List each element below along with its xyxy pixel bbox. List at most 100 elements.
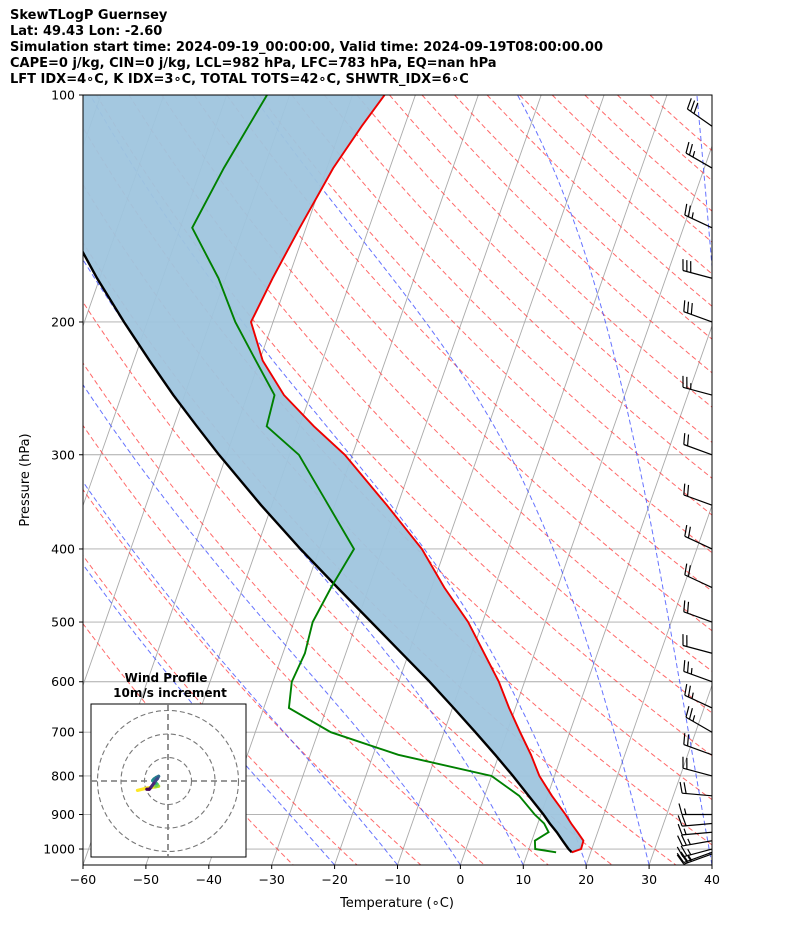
wind-barb: [683, 483, 713, 506]
wind-barb: [676, 845, 713, 858]
hodograph-inset: Wind Profile 10m/s increment: [90, 671, 247, 858]
wind-barb: [684, 524, 713, 550]
y-tick-label: 200: [51, 314, 75, 329]
x-tick-label: 0: [456, 872, 464, 887]
barb-flag: [677, 815, 683, 827]
barb-shaft: [682, 386, 713, 396]
isotherm-line: [271, 95, 542, 865]
dry-adiabat: [356, 95, 712, 443]
barb-shaft: [683, 743, 713, 756]
barb-shaft: [683, 853, 713, 865]
barb-half-flag: [687, 849, 692, 856]
barb-flag: [676, 854, 685, 865]
barb-flag: [683, 660, 686, 672]
hodograph-ring: [96, 709, 240, 853]
y-tick-label: 100: [51, 88, 75, 103]
barb-flag: [677, 835, 683, 847]
hodograph-subtitle: 10m/s increment: [113, 686, 227, 700]
y-tick-label: 400: [51, 541, 75, 556]
wind-barb: [678, 803, 712, 816]
barb-flag: [685, 141, 690, 154]
x-tick-label: −40: [196, 872, 222, 887]
y-tick-label: 500: [51, 615, 75, 630]
barb-shaft: [682, 767, 713, 777]
dry-adiabat: [128, 95, 712, 714]
wind-barb: [682, 375, 713, 396]
barb-shaft: [682, 840, 713, 847]
barb-shaft: [683, 611, 713, 623]
barb-half-flag: [690, 668, 693, 675]
wind-barbs: [676, 98, 713, 865]
barb-flag: [684, 563, 688, 575]
barb-shaft: [683, 851, 713, 864]
y-tick-label: 1000: [43, 842, 75, 857]
dry-adiabat: [291, 95, 712, 516]
moist-adiabat: [89, 95, 587, 865]
dry-adiabat: [83, 424, 485, 865]
x-tick-label: −60: [70, 872, 96, 887]
wind-barb: [677, 814, 713, 827]
barb-flag: [686, 661, 690, 673]
hodograph-segment: [135, 786, 149, 793]
x-tick-label: −50: [133, 872, 159, 887]
x-tick-label: 40: [704, 872, 720, 887]
moist-adiabat: [517, 95, 712, 865]
barb-flag: [684, 524, 688, 537]
barb-shaft: [684, 694, 713, 709]
barb-flag: [683, 300, 686, 312]
hodograph-plot: [91, 704, 246, 857]
barb-flag: [678, 803, 683, 815]
wind-barb: [685, 706, 713, 733]
parcel-path-line: [83, 249, 573, 854]
barb-flag: [686, 601, 690, 614]
wind-barb: [683, 433, 713, 456]
wind-barb: [677, 823, 713, 836]
time-line: Simulation start time: 2024-09-19_00:00:…: [10, 40, 603, 55]
y-tick-label: 300: [51, 447, 75, 462]
x-tick-label: 20: [578, 872, 594, 887]
barb-flag: [687, 526, 691, 539]
barb-flag: [686, 734, 690, 746]
barb-flag: [684, 683, 688, 696]
barb-shaft: [683, 311, 713, 323]
y-ticks: 100 200 300 400 500 600 700 800 900 1000: [43, 88, 83, 857]
barb-shaft: [682, 822, 713, 827]
barb-shaft: [683, 443, 713, 456]
barb-flag: [690, 100, 696, 112]
barb-half-flag: [683, 808, 687, 815]
barb-flag: [686, 484, 690, 497]
dry-adiabat: [519, 95, 712, 275]
cape-line: CAPE=0 j/kg, CIN=0 j/kg, LCL=982 hPa, LF…: [10, 56, 497, 71]
barb-flag: [677, 823, 683, 836]
moist-adiabat: [83, 383, 461, 865]
isotherm-line: [522, 324, 712, 865]
barb-shaft: [682, 792, 713, 797]
x-tick-label: 30: [641, 872, 657, 887]
wind-barb: [686, 98, 713, 127]
temperature-line: [249, 95, 585, 854]
wind-barb: [683, 733, 713, 756]
y-tick-label: 600: [51, 674, 75, 689]
barb-shaft: [685, 716, 713, 733]
wind-barb: [679, 781, 713, 797]
isotherm-line: [775, 95, 794, 865]
wind-barb: [685, 141, 713, 169]
chart-header: SkewTLogP Guernsey Lat: 49.43 Lon: -2.60…: [10, 8, 603, 88]
dry-adiabat: [649, 95, 712, 152]
isotherm-line: [711, 863, 712, 865]
dry-adiabat: [83, 183, 712, 846]
wind-barb: [682, 756, 713, 777]
barb-flag: [686, 434, 690, 446]
barb-flag: [688, 708, 693, 720]
barb-flag: [680, 834, 687, 846]
barb-flag: [683, 782, 687, 794]
dry-adiabat: [83, 622, 294, 865]
wind-barb: [684, 563, 713, 589]
barb-shaft: [682, 269, 713, 279]
barb-flag: [687, 205, 691, 217]
x-ticks: −60 −50 −40 −30 −20 −10 0 10 20 30 40: [70, 865, 720, 887]
x-tick-label: 10: [515, 872, 531, 887]
moist-adiabat: [696, 95, 712, 273]
y-tick-label: 900: [51, 807, 75, 822]
